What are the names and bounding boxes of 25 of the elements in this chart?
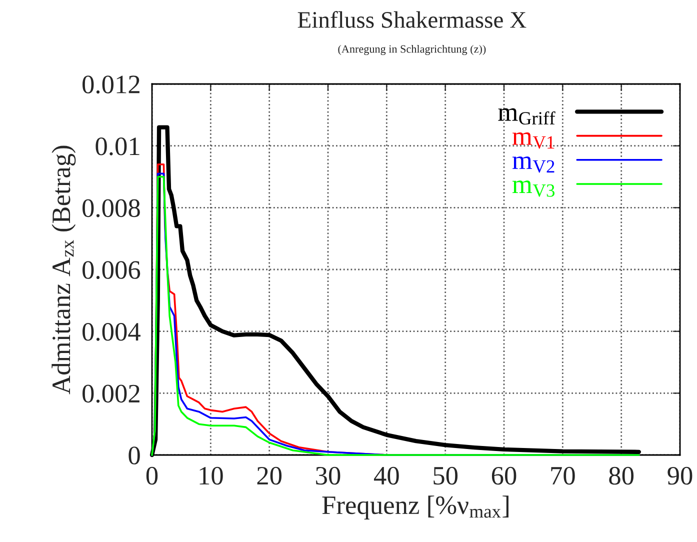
x-axis-title: Frequenz [%ν$_{max}$]	[322, 496, 508, 520]
y-tick-label: 0.004	[82, 322, 140, 341]
y-tick-label: 0	[128, 446, 140, 464]
legend-label: m$_{V1}$	[512, 132, 554, 149]
legend-label: m$_{V2}$	[512, 156, 554, 173]
y-axis-title: Admittanz A$_{zx}$ (Betrag)	[52, 146, 76, 394]
x-tick-label: 60	[492, 466, 516, 485]
chart-subtitle: (Anregung in Schlagrichtung (z))	[338, 44, 486, 56]
x-tick-label: 10	[200, 466, 223, 485]
x-tick-label: 30	[316, 466, 340, 485]
legend-label: m$_{Griff}$	[498, 108, 556, 125]
chart-title: Einfluss Shakermasse X	[298, 11, 526, 28]
y-tick-label: 0.012	[82, 76, 140, 94]
legend-label: m$_{V3}$	[512, 180, 554, 197]
x-tick-label: 0	[146, 466, 158, 485]
x-tick-label: 20	[257, 466, 282, 485]
x-tick-label: 40	[374, 466, 399, 485]
y-tick-label: 0.01	[96, 137, 140, 156]
x-tick-label: 80	[609, 466, 634, 485]
x-tick-label: 70	[551, 466, 575, 485]
x-tick-label: 50	[434, 466, 458, 485]
x-tick-label: 90	[668, 466, 692, 485]
y-tick-label: 0.002	[82, 384, 140, 403]
y-tick-label: 0.008	[82, 199, 140, 218]
y-tick-label: 0.006	[82, 261, 140, 280]
